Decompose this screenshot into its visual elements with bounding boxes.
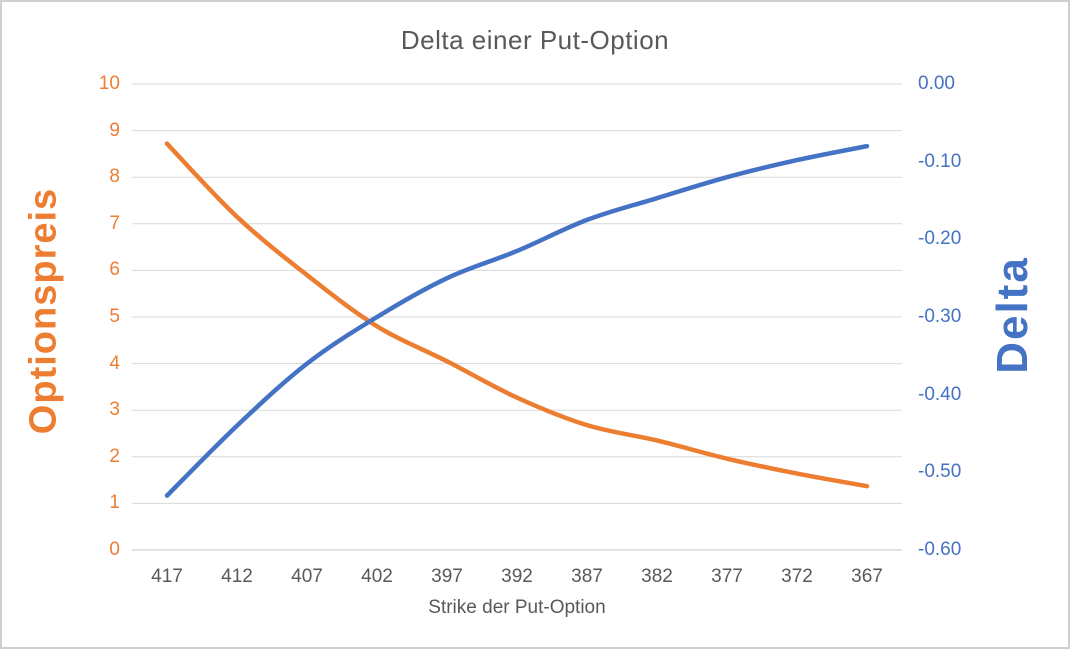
left-axis-tick-label: 1 <box>109 492 120 514</box>
x-axis-tick-label: 377 <box>711 566 743 587</box>
right-axis-tick-label: -0.50 <box>918 461 962 483</box>
x-axis-tick-label: 397 <box>431 566 463 587</box>
left-axis-tick-label: 5 <box>109 306 120 327</box>
left-axis-tick-label: 8 <box>109 166 120 188</box>
right-axis-tick-label: -0.20 <box>918 228 962 250</box>
left-axis-tick-label: 4 <box>109 352 120 374</box>
left-axis-tick-label: 7 <box>109 212 120 234</box>
x-axis-title: Strike der Put-Option <box>428 597 606 618</box>
x-axis-tick-label: 412 <box>221 566 253 587</box>
x-axis-tick-label: 387 <box>571 566 603 587</box>
left-axis-tick-label: 9 <box>109 119 120 141</box>
x-axis-tick-label: 402 <box>361 566 393 587</box>
series-line-optionspreis <box>164 141 870 489</box>
x-axis-tick-label: 407 <box>291 566 323 587</box>
left-axis-tick-label: 6 <box>109 259 120 281</box>
series-line-delta <box>164 143 870 498</box>
right-axis-tick-label: -0.40 <box>918 383 962 405</box>
right-axis-tick-label: -0.60 <box>918 539 962 560</box>
x-axis-tick-label: 417 <box>151 566 183 587</box>
chart-title: Delta einer Put-Option <box>400 25 670 55</box>
right-axis-tick-label: -0.10 <box>918 150 962 172</box>
right-axis-tick-label: 0.00 <box>918 73 955 94</box>
left-axis-tick-label: 3 <box>109 399 120 421</box>
x-axis-tick-label: 382 <box>641 566 673 587</box>
right-axis-tick-label: -0.30 <box>918 306 962 327</box>
x-axis-tick-label: 367 <box>851 566 883 587</box>
x-axis-tick-label: 372 <box>781 566 813 587</box>
left-axis-tick-label: 10 <box>98 73 120 94</box>
left-axis-tick-label: 0 <box>109 539 120 560</box>
x-axis-tick-label: 392 <box>501 566 533 587</box>
left-axis-tick-label: 2 <box>109 445 120 467</box>
